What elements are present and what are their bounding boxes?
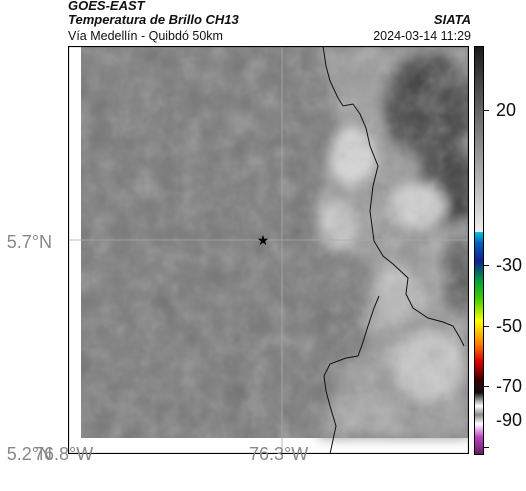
colorbar-label: -50	[496, 316, 523, 336]
colorbar-tick	[484, 110, 489, 111]
department-boundary	[322, 46, 465, 347]
map-frame	[68, 46, 469, 454]
colorbar-tick	[484, 386, 489, 387]
colorbar-label: -90	[496, 410, 523, 430]
colorbar-label: 20	[496, 100, 517, 120]
star-marker: ★	[257, 232, 270, 248]
texture-overlay	[81, 46, 469, 438]
organization-label: SIATA	[433, 12, 471, 27]
product-title: Temperatura de Brillo CH13	[68, 12, 239, 27]
lon-tick-label: 76.3°W	[249, 444, 309, 464]
satellite-map[interactable]: ★	[68, 46, 469, 454]
lat-tick-label: 5.2°N	[6, 444, 52, 464]
lon-tick-label: 76.8°W	[34, 444, 94, 464]
colorbar-label: -70	[496, 376, 523, 396]
timestamp-label: 2024-03-14 11:29	[373, 29, 471, 43]
colorbar-tick	[484, 447, 489, 448]
lat-tick-label: 5.7°N	[6, 232, 52, 252]
colorbar-label: -30	[496, 255, 523, 275]
department-boundary-south	[323, 295, 380, 454]
colorbar	[474, 46, 484, 455]
colorbar-tick	[484, 326, 489, 327]
satellite-name: GOES-EAST	[68, 0, 145, 13]
region-subtitle: Vía Medellín - Quibdó 50km	[68, 29, 223, 43]
colorbar-tick	[484, 265, 489, 266]
